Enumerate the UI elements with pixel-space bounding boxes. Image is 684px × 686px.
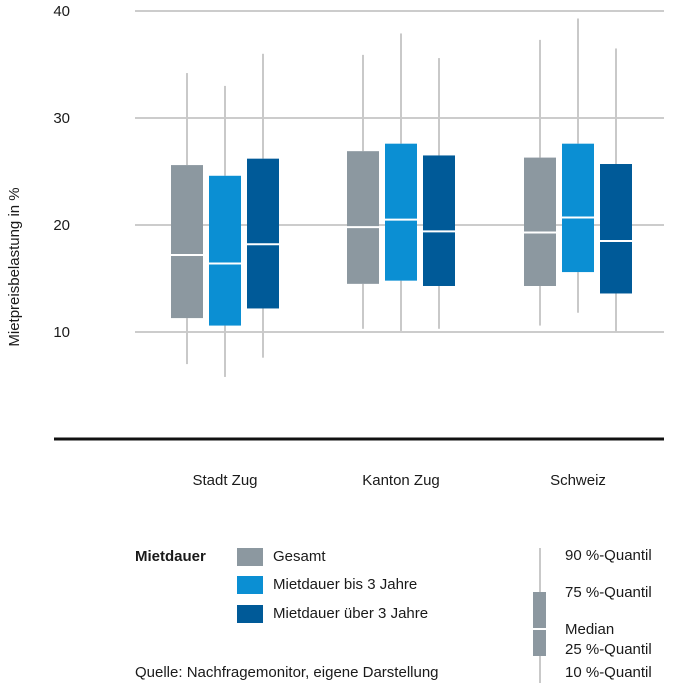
box xyxy=(562,143,594,273)
box xyxy=(600,164,632,294)
box xyxy=(524,157,556,286)
key-label-p10: 10 %-Quantil xyxy=(565,664,652,681)
key-label-q75: 75 %-Quantil xyxy=(565,584,652,601)
box xyxy=(209,175,241,326)
y-axis-label: Mietpreisbelastung in % xyxy=(6,187,23,346)
category-label: Kanton Zug xyxy=(362,472,440,489)
source-note: Quelle: Nachfragemonitor, eigene Darstel… xyxy=(135,664,439,681)
y-tick-label: 10 xyxy=(53,324,70,341)
key-box-graphic xyxy=(533,548,546,683)
legend-swatch-bis-3-jahre xyxy=(237,576,263,594)
box xyxy=(247,158,279,309)
category-label: Stadt Zug xyxy=(192,472,257,489)
box xyxy=(385,143,417,281)
legend-label-bis-3-jahre: Mietdauer bis 3 Jahre xyxy=(273,576,418,593)
box xyxy=(423,155,455,286)
legend-swatch-gesamt xyxy=(237,548,263,566)
boxplot-key: 90 %-Quantil 75 %-Quantil Median 25 %-Qu… xyxy=(525,545,684,686)
category-label: Schweiz xyxy=(550,472,606,489)
legend: Mietdauer Gesamt Mietdauer bis 3 Jahre M… xyxy=(135,546,535,623)
legend-swatch-ueber-3-jahre xyxy=(237,605,263,623)
key-label-q25: 25 %-Quantil xyxy=(565,641,652,658)
box xyxy=(347,151,379,284)
y-tick-label: 20 xyxy=(53,217,70,234)
key-label-median: Median xyxy=(565,621,615,638)
legend-title: Mietdauer xyxy=(135,548,206,565)
legend-label-ueber-3-jahre: Mietdauer über 3 Jahre xyxy=(273,605,429,622)
boxplot-chart: 10 20 30 40 Mietpreisbelastung in % Stadt Zug… xyxy=(6,3,664,489)
box xyxy=(171,165,203,319)
y-tick-label: 40 xyxy=(53,3,70,20)
y-tick-label: 30 xyxy=(53,110,70,127)
key-box xyxy=(533,592,546,656)
key-label-p90: 90 %-Quantil xyxy=(565,547,652,564)
legend-label-gesamt: Gesamt xyxy=(273,548,326,565)
